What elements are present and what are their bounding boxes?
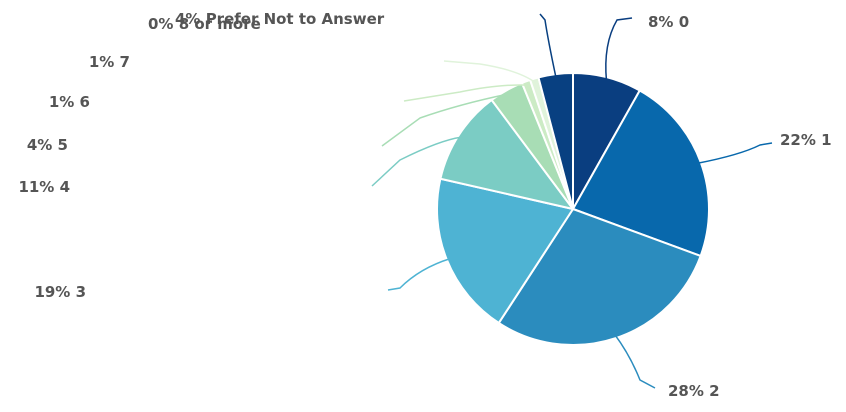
leader-line-0 bbox=[605, 17, 633, 82]
pie-slice-2 bbox=[497, 207, 702, 346]
slices-layer bbox=[436, 71, 710, 346]
data-label-1: 22% 1 bbox=[780, 131, 832, 149]
pie-slice-4 bbox=[439, 98, 576, 211]
leader-line-1 bbox=[696, 142, 773, 165]
data-labels-layer: 8% 0 22% 1 28% 2 19% 3 11% 4 4% 5 1% 6 1% 7 0% 8… bbox=[18, 10, 831, 400]
data-label-6: 1% 6 bbox=[49, 93, 90, 111]
data-label-3: 19% 3 bbox=[34, 283, 86, 301]
leader-line-6 bbox=[403, 84, 528, 102]
data-label-0: 8% 0 bbox=[648, 13, 689, 31]
leader-line-2 bbox=[613, 333, 656, 389]
leader-line-3 bbox=[387, 257, 451, 291]
data-label-2: 28% 2 bbox=[668, 382, 720, 400]
leader-line-4 bbox=[371, 136, 463, 187]
data-label-8-or-more: 0% 8 or more bbox=[148, 15, 261, 33]
data-label-7: 1% 7 bbox=[89, 53, 130, 71]
leader-line-prefer-not-to-answer bbox=[539, 13, 557, 79]
leader-line-5 bbox=[381, 93, 509, 147]
data-label-4: 11% 4 bbox=[18, 178, 70, 196]
data-label-prefer-not-to-answer: 4% Prefer Not to Answer bbox=[175, 10, 385, 28]
data-label-5: 4% 5 bbox=[27, 136, 68, 154]
leader-lines-layer bbox=[371, 13, 773, 389]
leader-line-7 bbox=[443, 60, 536, 84]
